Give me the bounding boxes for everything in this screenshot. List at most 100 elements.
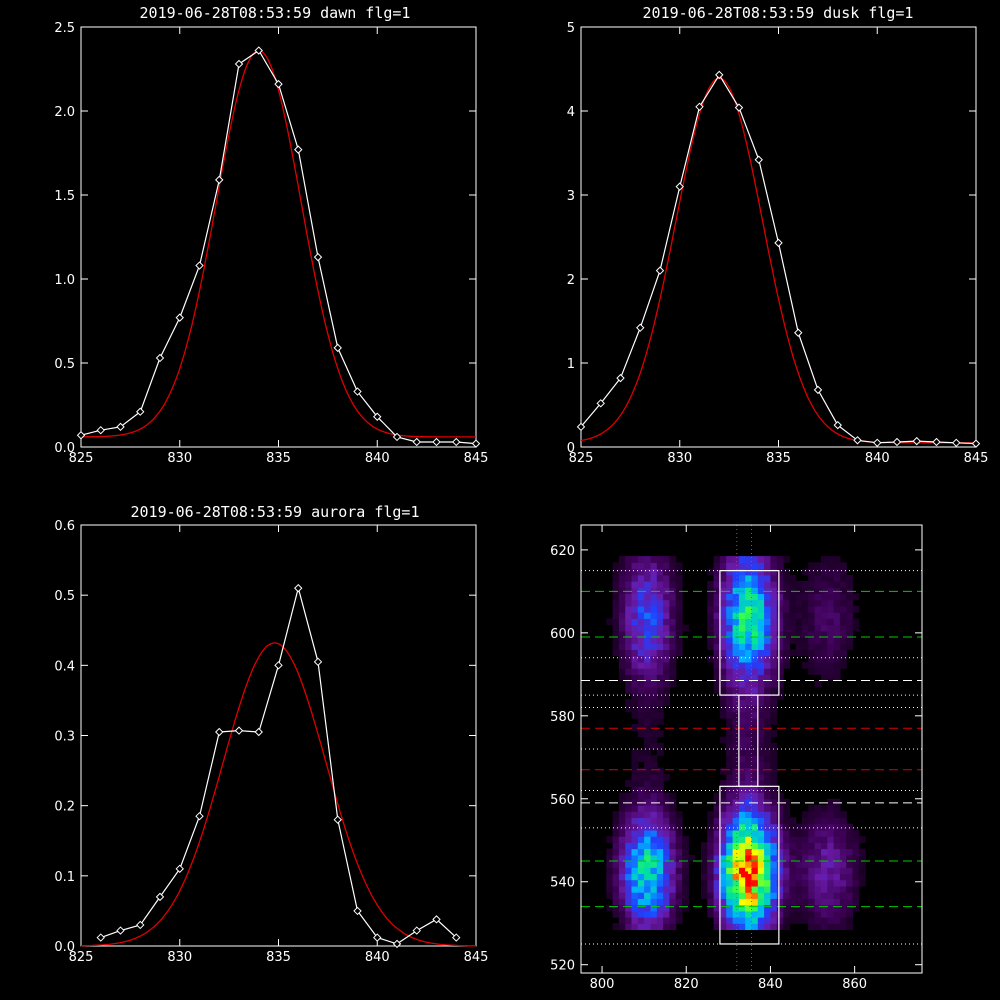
heatmap-cell [827, 910, 835, 918]
heatmap-cell [858, 867, 866, 875]
heatmap-cell [827, 923, 835, 931]
heatmap-cell [833, 854, 841, 862]
heatmap-cell [738, 699, 746, 707]
heatmap-cell [745, 699, 753, 707]
dawn-data-point [234, 59, 244, 69]
heatmap-cell [738, 836, 746, 843]
heatmap-cell [751, 910, 759, 918]
heatmap-cell [656, 605, 664, 613]
heatmap-cell [795, 593, 803, 601]
heatmap-cell [644, 780, 652, 787]
heatmap-cell [808, 898, 816, 906]
heatmap-cell [821, 624, 828, 632]
heatmap-cell [663, 823, 671, 831]
heatmap-cell [802, 873, 809, 881]
heatmap-cell [802, 898, 809, 906]
dawn-ytick-label: 1.5 [54, 189, 75, 204]
heatmap-cell [764, 612, 772, 619]
heatmap-cell [606, 885, 614, 893]
dusk-data-point [813, 385, 823, 395]
heatmap-cell [631, 904, 639, 912]
heatmap-cell [783, 643, 791, 651]
heatmap-cell [764, 861, 772, 868]
heatmap-cell [821, 674, 828, 682]
heatmap-cell [757, 823, 765, 831]
heatmap-cell [644, 792, 652, 800]
heatmap-cell [745, 686, 753, 694]
heatmap-cell [644, 873, 652, 881]
dawn-data-point [373, 412, 382, 421]
heatmap-cell [726, 599, 734, 607]
heatmap-cell [808, 910, 816, 918]
heatmap-cell [631, 643, 639, 651]
heatmap-cell [827, 643, 835, 651]
dawn-data-point [96, 425, 105, 435]
heatmap-cell [656, 805, 664, 812]
dawn-xtick-label: 840 [365, 451, 390, 466]
heatmap-cell [656, 829, 664, 837]
heatmap-cell [745, 599, 753, 607]
heatmap-cell [663, 562, 671, 570]
heatmap-cell [656, 581, 664, 588]
heatmap-cell [732, 780, 740, 787]
heatmap-cell [745, 786, 753, 794]
heatmap-cell [625, 686, 633, 694]
heatmap-cell [656, 879, 664, 887]
heatmap-cell [751, 593, 759, 601]
image-ytick-label: 560 [550, 793, 575, 808]
heatmap-cell [650, 649, 658, 657]
heatmap-cell [612, 562, 620, 570]
heatmap-cell [726, 562, 734, 570]
heatmap-cell [764, 842, 772, 850]
heatmap-cell [637, 842, 645, 850]
heatmap-cell [612, 581, 620, 588]
heatmap-cell [732, 910, 740, 918]
heatmap-cell [732, 792, 740, 800]
heatmap-cell [802, 605, 809, 613]
heatmap-cell [827, 817, 835, 825]
heatmap-cell [757, 562, 765, 570]
heatmap-cell [795, 643, 803, 651]
heatmap-cell [770, 848, 778, 856]
heatmap-cell [669, 581, 677, 588]
heatmap-cell [669, 854, 677, 862]
heatmap-cell [713, 630, 721, 638]
heatmap-cell [764, 587, 772, 595]
heatmap-cell [726, 854, 734, 862]
heatmap-cell [770, 593, 778, 601]
heatmap-cell [732, 599, 740, 607]
heatmap-cell [644, 817, 652, 825]
extraction-box [738, 694, 759, 787]
heatmap-cell [738, 786, 746, 794]
heatmap-cell [802, 817, 809, 825]
heatmap-cell [625, 829, 633, 837]
heatmap-cell [789, 593, 797, 601]
heatmap-cell [814, 885, 822, 893]
heatmap-cell [719, 917, 727, 924]
heatmap-cell [732, 736, 740, 744]
heatmap-cell [795, 829, 803, 837]
heatmap-cell [612, 923, 620, 931]
heatmap-cell [738, 917, 746, 924]
heatmap-cell [789, 618, 797, 626]
heatmap-cell [732, 923, 740, 931]
heatmap-cell [644, 581, 652, 588]
heatmap-cell [745, 661, 753, 669]
heatmap-cell [814, 637, 822, 644]
heatmap-cell [770, 730, 778, 738]
heatmap-cell [789, 854, 797, 862]
heatmap-cell [612, 624, 620, 632]
heatmap-cell [625, 562, 633, 570]
heatmap-cell [852, 873, 860, 881]
heatmap-cell [656, 892, 664, 899]
heatmap-cell [833, 904, 841, 912]
heatmap-cell [757, 574, 765, 582]
heatmap-cell [802, 848, 809, 856]
heatmap-cell [827, 829, 835, 837]
heatmap-cell [650, 792, 658, 800]
heatmap-cell [618, 655, 626, 663]
heatmap-cell [833, 836, 841, 843]
heatmap-cell [814, 655, 822, 663]
heatmap-cell [631, 637, 639, 644]
heatmap-cell [644, 637, 652, 644]
